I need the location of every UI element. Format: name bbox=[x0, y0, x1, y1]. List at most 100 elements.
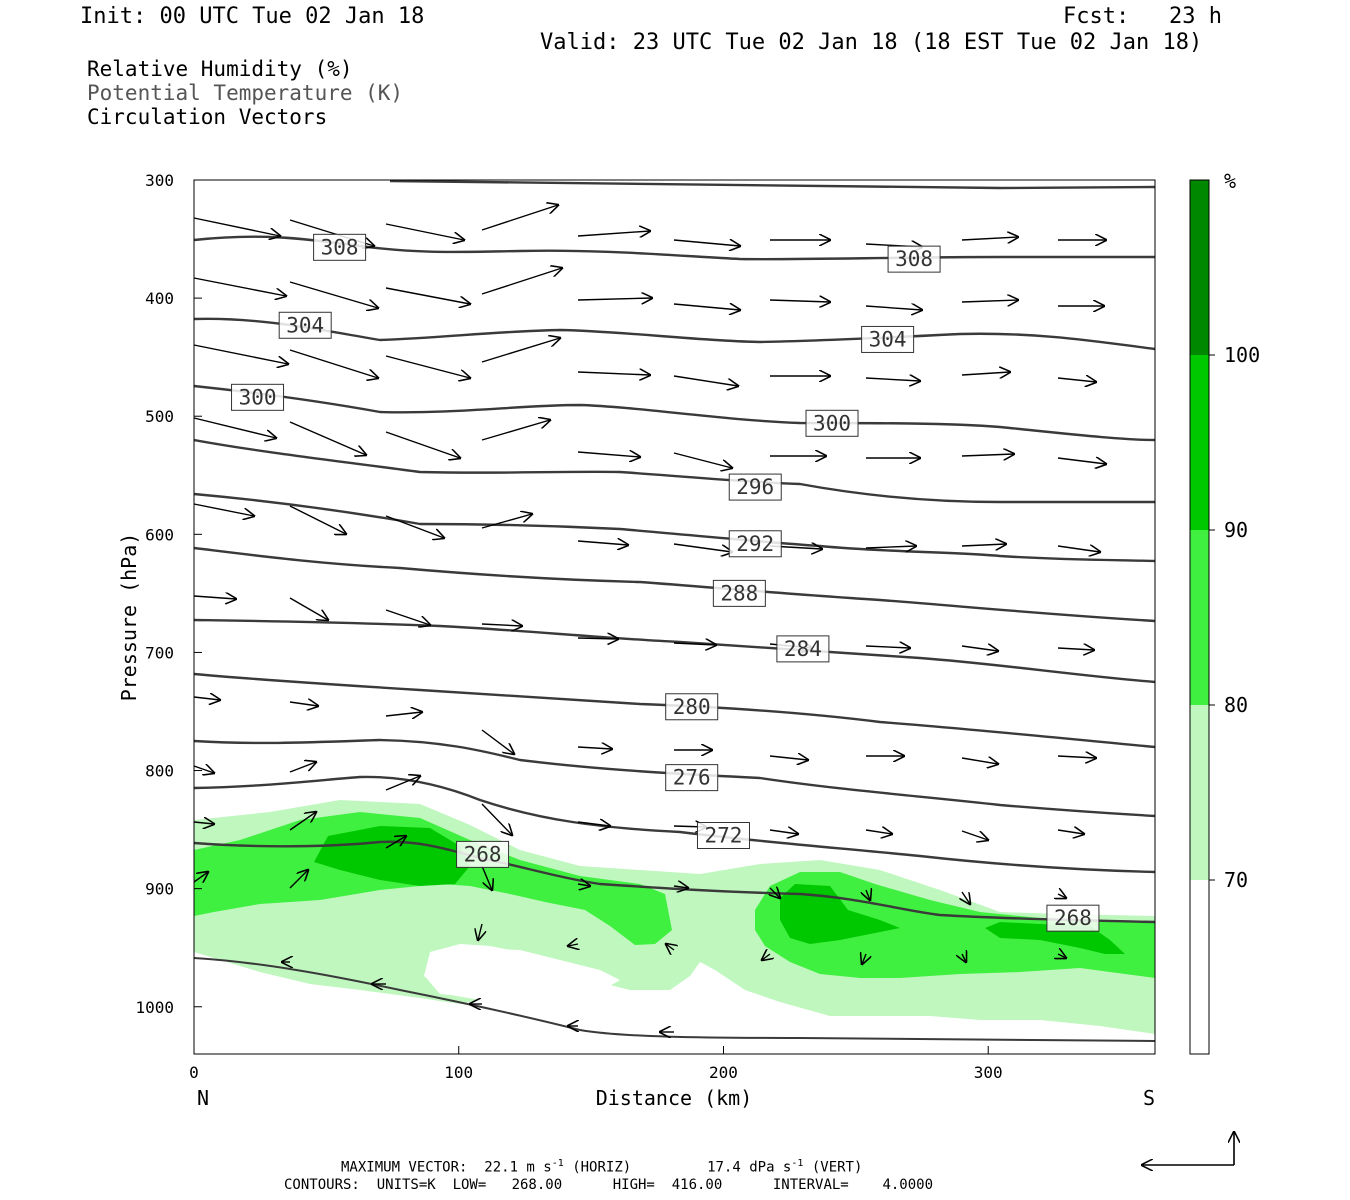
contour-label-box bbox=[665, 764, 719, 792]
contour-label: 296 bbox=[728, 473, 782, 501]
contour-info: CONTOURS: UNITS=K LOW= 268.00 HIGH= 416.… bbox=[284, 1177, 934, 1193]
wind-vector bbox=[385, 287, 470, 304]
wind-vector bbox=[193, 277, 286, 296]
wind-vector bbox=[866, 890, 870, 900]
max-vector-horiz-tail: (HORIZ) bbox=[563, 1159, 632, 1176]
wind-vector bbox=[865, 646, 910, 648]
contour-label: 284 bbox=[776, 635, 830, 663]
circulation-vectors bbox=[193, 205, 1106, 1032]
axis-ticks: 0 100 200 300 300 400 500 600 700 800 900 1000 bbox=[135, 171, 1002, 1082]
wind-vector bbox=[385, 776, 420, 791]
contour-label: 300 bbox=[805, 409, 859, 437]
wind-vector bbox=[481, 865, 492, 890]
wind-vector bbox=[481, 729, 514, 754]
contour-label-text: 268 bbox=[1054, 906, 1092, 930]
contour-label-text: 280 bbox=[673, 695, 711, 719]
wind-vector bbox=[193, 596, 236, 599]
wind-vector bbox=[673, 375, 738, 386]
contour-label-box bbox=[456, 840, 510, 868]
wind-vector bbox=[193, 344, 288, 364]
wind-vector bbox=[481, 420, 550, 441]
wind-vector bbox=[769, 756, 808, 760]
wind-vector bbox=[673, 240, 740, 246]
wind-vector bbox=[961, 454, 1014, 456]
colorbar-70 bbox=[1190, 705, 1209, 880]
contour-labels: 308 308 304 304 300 300 296 292 288 284 280 276 272 2… bbox=[231, 233, 1100, 932]
theta-contour-300 bbox=[194, 384, 1155, 442]
y-tick-label: 800 bbox=[145, 762, 174, 781]
contour-label-box bbox=[728, 473, 782, 501]
wind-vector bbox=[1057, 458, 1106, 464]
y-tick-label: 900 bbox=[145, 880, 174, 899]
legend-vectors: Circulation Vectors bbox=[87, 105, 328, 129]
wind-vector bbox=[962, 954, 966, 962]
wind-vector bbox=[865, 306, 922, 310]
wind-vector bbox=[961, 544, 1006, 546]
contour-label: 280 bbox=[665, 693, 719, 721]
contour-label-text: 268 bbox=[464, 842, 502, 866]
wind-vector bbox=[961, 372, 1010, 375]
wind-vector bbox=[193, 766, 214, 773]
contour-label-box bbox=[313, 233, 367, 261]
endpoint-right-label: S bbox=[1143, 1086, 1155, 1110]
contour-label-text: 292 bbox=[736, 532, 774, 556]
contour-label-text: 288 bbox=[720, 581, 758, 605]
wind-vector bbox=[862, 954, 866, 964]
wind-vector bbox=[385, 609, 430, 625]
contour-label: 272 bbox=[696, 822, 750, 849]
valid-time: Valid: 23 UTC Tue 02 Jan 18 (18 EST Tue … bbox=[540, 30, 1203, 55]
contour-label-text: 276 bbox=[673, 766, 711, 790]
max-vector-vert-exponent: -1 bbox=[791, 1158, 804, 1169]
wind-vector bbox=[577, 884, 590, 886]
contour-label-text: 308 bbox=[321, 235, 359, 259]
wind-vector bbox=[385, 355, 470, 378]
wind-vector bbox=[385, 515, 444, 538]
wind-vector bbox=[289, 281, 378, 308]
theta-contour-304 bbox=[194, 317, 1155, 351]
wind-vector bbox=[385, 223, 464, 240]
wind-vector bbox=[289, 421, 366, 455]
wind-vector bbox=[1057, 546, 1100, 552]
x-tick-label: 200 bbox=[709, 1063, 738, 1082]
contour-label-text: 308 bbox=[895, 247, 933, 271]
wind-vector bbox=[1058, 954, 1066, 958]
forecast-hour: Fcst: 23 h bbox=[1063, 4, 1222, 29]
wind-vector bbox=[762, 954, 770, 960]
wind-vector bbox=[961, 758, 998, 764]
wind-vector bbox=[289, 349, 378, 378]
wind-vector bbox=[1057, 830, 1084, 834]
wind-vector bbox=[577, 638, 618, 639]
wind-vector bbox=[568, 944, 578, 946]
wind-vector bbox=[673, 886, 688, 888]
x-tick-label: 300 bbox=[974, 1063, 1003, 1082]
reference-vector-key bbox=[1142, 1132, 1234, 1165]
wind-vector bbox=[577, 452, 640, 457]
theta-contour-276 bbox=[194, 738, 1155, 818]
contour-label: 292 bbox=[728, 530, 782, 558]
y-tick-label: 700 bbox=[145, 643, 174, 662]
contour-label: 304 bbox=[861, 325, 915, 353]
colorbar-80 bbox=[1190, 530, 1209, 705]
wind-vector bbox=[1057, 756, 1096, 758]
wind-vector bbox=[577, 298, 652, 300]
rh-colorbar: % 70 80 90 100 bbox=[1189, 169, 1260, 1055]
wind-vector bbox=[962, 891, 970, 904]
contour-label: 268 bbox=[1046, 904, 1100, 932]
colorbar-level-70: 70 bbox=[1224, 868, 1248, 892]
wind-vector bbox=[289, 597, 328, 620]
wind-vector bbox=[481, 205, 558, 231]
y-tick-label: 400 bbox=[145, 289, 174, 308]
wind-vector bbox=[770, 888, 780, 898]
colorbar-level-80: 80 bbox=[1224, 693, 1248, 717]
colorbar-90 bbox=[1190, 355, 1209, 530]
wind-vector bbox=[865, 378, 920, 381]
wind-vector bbox=[1058, 894, 1066, 898]
contour-label-text: 272 bbox=[705, 824, 743, 848]
colorbar-below70 bbox=[1190, 880, 1209, 1054]
wind-vector bbox=[666, 944, 674, 950]
theta-contour-284 bbox=[194, 618, 1155, 684]
contour-label-text: 296 bbox=[736, 475, 774, 499]
legend-rh: Relative Humidity (%) bbox=[87, 57, 353, 81]
contour-label-box bbox=[231, 383, 285, 411]
wind-vector bbox=[577, 372, 650, 375]
